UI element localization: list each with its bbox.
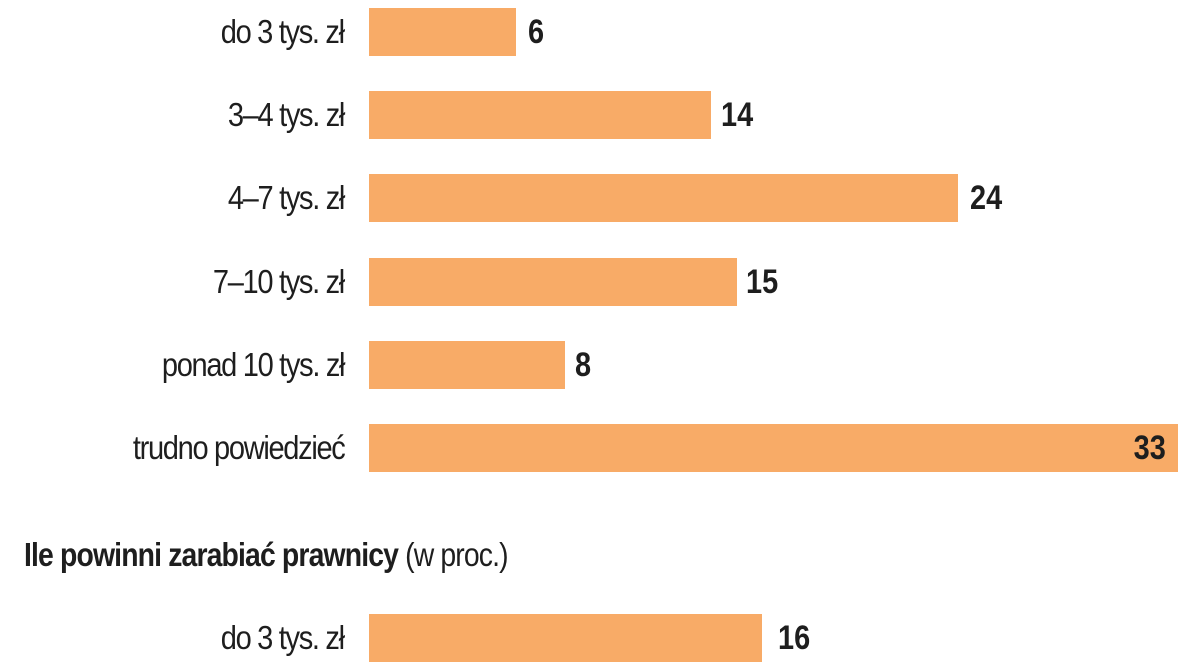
bar-row: 7–10 tys. zł 15 <box>0 258 1200 306</box>
category-label: ponad 10 tys. zł <box>161 346 346 383</box>
bar-row: 3–4 tys. zł 14 <box>0 91 1200 139</box>
bar-row: do 3 tys. zł 16 <box>0 614 1200 662</box>
bar-row: ponad 10 tys. zł 8 <box>0 341 1200 389</box>
chart-title: Ile powinni zarabiać prawnicy (w proc.) <box>24 536 509 574</box>
category-label: trudno powiedzieć <box>132 429 345 466</box>
value-label: 24 <box>970 179 1003 217</box>
category-label: 3–4 tys. zł <box>227 96 346 133</box>
category-label: 7–10 tys. zł <box>212 263 345 300</box>
bar-row: 4–7 tys. zł 24 <box>0 174 1200 222</box>
value-label: 16 <box>778 619 811 657</box>
bar <box>369 424 1178 472</box>
value-label: 14 <box>721 96 754 134</box>
bar <box>369 614 762 662</box>
bar-row: trudno powiedzieć 33 <box>0 424 1200 472</box>
value-label: 6 <box>528 13 545 51</box>
bar <box>369 258 737 306</box>
category-label: 4–7 tys. zł <box>227 179 346 216</box>
value-label: 15 <box>746 263 779 301</box>
bar <box>369 341 565 389</box>
bar <box>369 91 711 139</box>
value-label: 33 <box>1133 429 1166 467</box>
bar <box>369 8 516 56</box>
bar-row: do 3 tys. zł 6 <box>0 8 1200 56</box>
category-label: do 3 tys. zł <box>221 13 345 50</box>
bar <box>369 174 958 222</box>
chart-title-text: Ile powinni zarabiać prawnicy <box>24 536 399 573</box>
chart-title-unit: (w proc.) <box>405 536 508 573</box>
value-label: 8 <box>575 346 592 384</box>
category-label: do 3 tys. zł <box>221 619 345 656</box>
